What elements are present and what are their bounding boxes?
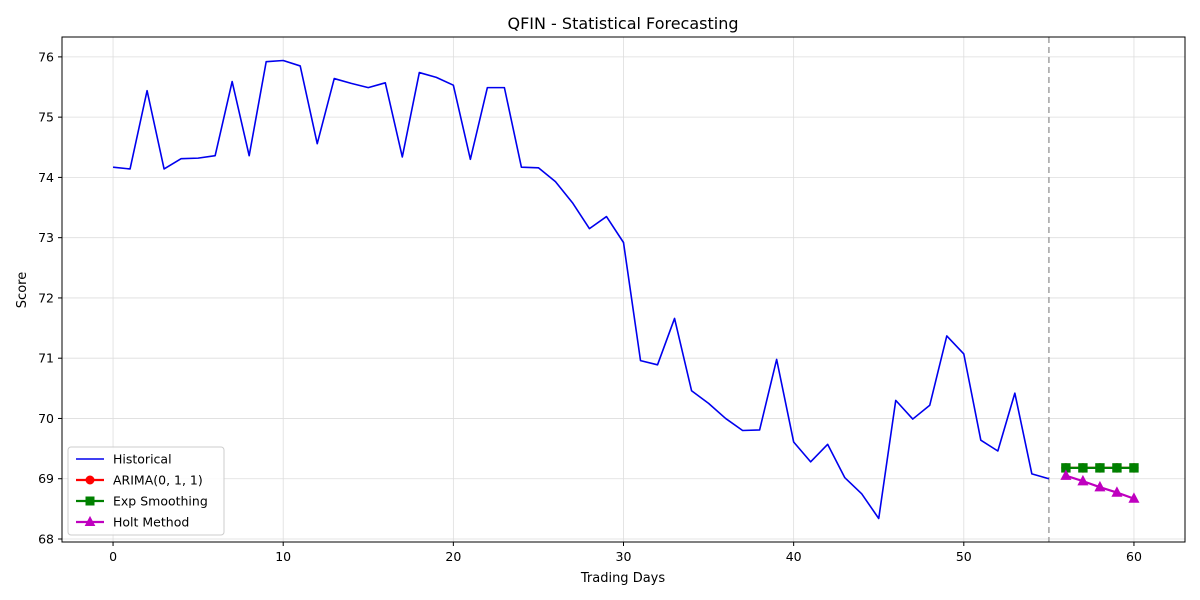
y-tick-label: 73 (38, 230, 54, 245)
x-tick-label: 30 (616, 549, 632, 564)
legend-label: Holt Method (113, 515, 189, 530)
x-tick-label: 10 (275, 549, 291, 564)
legend-item: Exp Smoothing (76, 494, 208, 509)
series-line (112, 59, 1050, 520)
y-tick-label: 69 (38, 471, 54, 486)
y-tick-label: 75 (38, 110, 54, 125)
ticks: 0 10 20 30 40 50 60 68 69 70 71 72 73 74 75 76 (38, 49, 1142, 564)
legend: Historical ARIMA(0, 1, 1) Exp Smoothing Hol… (67, 446, 225, 536)
grid (62, 37, 1185, 542)
data-point (1060, 469, 1072, 480)
y-tick-label: 72 (38, 290, 54, 305)
y-tick-label: 71 (38, 351, 54, 366)
data-point (1111, 486, 1123, 497)
data-point (1094, 480, 1106, 492)
data-point (1077, 474, 1089, 486)
x-tick-label: 0 (109, 549, 117, 564)
legend-box (67, 446, 225, 536)
y-tick-label: 74 (38, 170, 54, 185)
y-axis-label: Score (15, 272, 30, 308)
legend-marker (85, 496, 95, 506)
y-tick-label: 70 (38, 411, 54, 426)
legend-label: Historical (113, 452, 172, 467)
x-tick-label: 40 (786, 549, 802, 564)
x-axis-label: Trading Days (580, 571, 665, 586)
legend-marker (84, 515, 96, 526)
legend-label: Exp Smoothing (113, 494, 208, 509)
data-point (1128, 492, 1140, 503)
legend-marker (85, 475, 95, 485)
series-layer (112, 37, 1140, 542)
series-historical (112, 59, 1050, 520)
data-point (1095, 463, 1105, 473)
chart-title: QFIN - Statistical Forecasting (507, 14, 738, 33)
data-point (1112, 463, 1122, 473)
legend-item: ARIMA(0, 1, 1) (76, 473, 203, 488)
data-point (1078, 463, 1088, 473)
y-tick-label: 68 (38, 531, 54, 546)
x-tick-label: 50 (956, 549, 972, 564)
series-exp-smoothing (1061, 463, 1139, 473)
legend-label: ARIMA(0, 1, 1) (113, 473, 203, 488)
legend-item: Holt Method (76, 515, 189, 530)
series-holt-method (1060, 469, 1140, 503)
x-tick-label: 60 (1126, 549, 1142, 564)
x-tick-label: 20 (445, 549, 461, 564)
y-tick-label: 76 (38, 49, 54, 64)
data-point (1129, 463, 1139, 473)
legend-item: Historical (76, 452, 172, 467)
